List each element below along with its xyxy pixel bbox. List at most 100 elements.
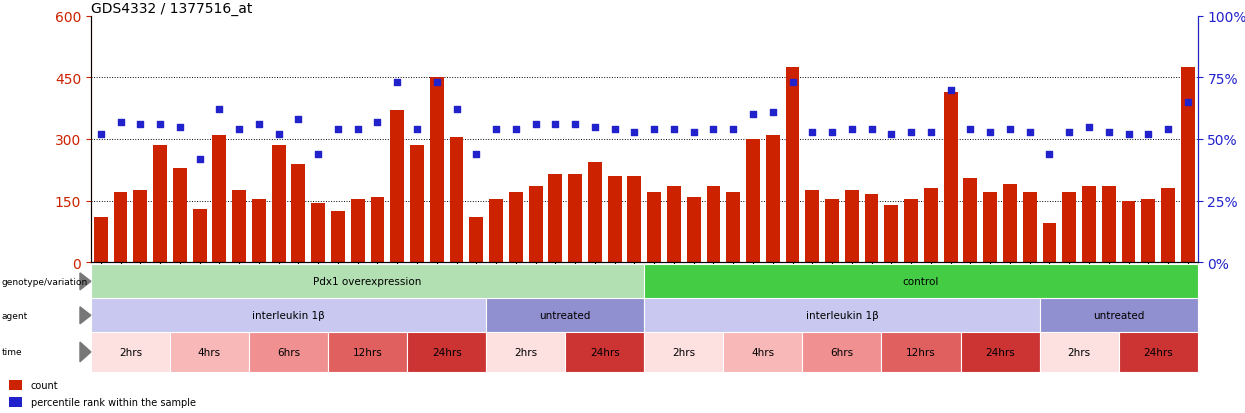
Bar: [645, 265, 1198, 299]
Text: interleukin 1β: interleukin 1β: [806, 311, 878, 320]
Bar: [169, 332, 249, 372]
Point: [1158, 126, 1178, 133]
Point: [743, 112, 763, 118]
Point: [367, 119, 387, 126]
Point: [545, 121, 565, 128]
Point: [249, 121, 269, 128]
Bar: [91, 265, 645, 299]
Bar: [766, 135, 779, 263]
Bar: [723, 332, 803, 372]
Point: [387, 80, 407, 86]
Bar: [410, 146, 423, 263]
Point: [347, 126, 367, 133]
Point: [1040, 151, 1059, 158]
Bar: [865, 195, 879, 263]
Point: [842, 126, 862, 133]
Bar: [786, 68, 799, 263]
Bar: [1082, 187, 1096, 263]
Point: [644, 126, 664, 133]
Bar: [351, 199, 365, 263]
Point: [921, 129, 941, 135]
Bar: [291, 164, 305, 263]
Bar: [469, 218, 483, 263]
Text: interleukin 1β: interleukin 1β: [253, 311, 325, 320]
Point: [625, 129, 645, 135]
Bar: [271, 146, 285, 263]
Point: [91, 131, 111, 138]
Point: [783, 80, 803, 86]
Bar: [726, 193, 740, 263]
Point: [327, 126, 347, 133]
Bar: [961, 332, 1040, 372]
Bar: [449, 138, 463, 263]
Point: [703, 126, 723, 133]
Text: 24hrs: 24hrs: [985, 347, 1015, 357]
Point: [229, 126, 249, 133]
Bar: [9, 380, 22, 390]
Bar: [944, 93, 957, 263]
Point: [269, 131, 289, 138]
Bar: [1040, 299, 1198, 332]
Bar: [311, 203, 325, 263]
Bar: [1040, 332, 1119, 372]
Bar: [529, 187, 543, 263]
Text: control: control: [903, 277, 939, 287]
Point: [941, 87, 961, 94]
Bar: [565, 332, 645, 372]
Point: [763, 109, 783, 116]
Bar: [904, 199, 918, 263]
Bar: [91, 332, 169, 372]
Bar: [1102, 187, 1116, 263]
Bar: [588, 162, 601, 263]
Bar: [113, 193, 127, 263]
Bar: [1003, 185, 1017, 263]
Point: [565, 121, 585, 128]
Point: [486, 126, 505, 133]
Point: [901, 129, 921, 135]
Text: 24hrs: 24hrs: [432, 347, 462, 357]
Point: [309, 151, 329, 158]
Bar: [803, 332, 881, 372]
Text: time: time: [1, 348, 22, 356]
Text: agent: agent: [1, 311, 29, 320]
Bar: [251, 199, 265, 263]
Bar: [1162, 189, 1175, 263]
Point: [862, 126, 881, 133]
Bar: [964, 178, 977, 263]
Point: [447, 107, 467, 113]
Bar: [627, 176, 641, 263]
Text: genotype/variation: genotype/variation: [1, 277, 88, 286]
Bar: [153, 146, 167, 263]
Text: 4hrs: 4hrs: [751, 347, 774, 357]
Bar: [91, 299, 486, 332]
Bar: [391, 111, 405, 263]
Bar: [825, 199, 839, 263]
Bar: [509, 193, 523, 263]
Bar: [1062, 193, 1076, 263]
Bar: [249, 332, 329, 372]
Bar: [213, 135, 227, 263]
Bar: [568, 174, 581, 263]
Point: [505, 126, 525, 133]
Point: [664, 126, 684, 133]
Point: [151, 121, 171, 128]
Bar: [746, 140, 759, 263]
Text: Pdx1 overexpression: Pdx1 overexpression: [314, 277, 422, 287]
Polygon shape: [80, 273, 91, 290]
Point: [131, 121, 151, 128]
Bar: [133, 191, 147, 263]
Bar: [430, 78, 443, 263]
Point: [960, 126, 980, 133]
Text: untreated: untreated: [1093, 311, 1144, 320]
Polygon shape: [80, 307, 91, 324]
Text: 12hrs: 12hrs: [906, 347, 936, 357]
Bar: [371, 197, 385, 263]
Bar: [608, 176, 621, 263]
Bar: [647, 193, 661, 263]
Point: [605, 126, 625, 133]
Text: GDS4332 / 1377516_at: GDS4332 / 1377516_at: [91, 2, 253, 16]
Bar: [884, 205, 898, 263]
Point: [189, 156, 209, 163]
Bar: [645, 332, 723, 372]
Point: [407, 126, 427, 133]
